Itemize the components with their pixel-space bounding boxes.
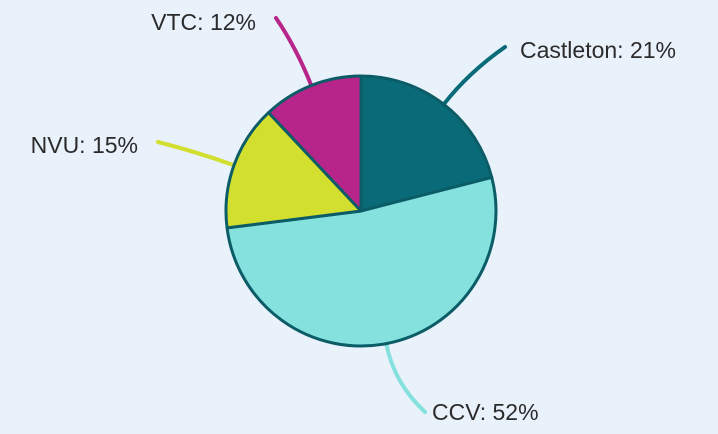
pie-slice <box>267 74 363 213</box>
data-label: CCV: 52% <box>432 399 539 425</box>
pie-slice <box>224 111 363 230</box>
pie-slice <box>359 74 494 213</box>
leader-line <box>384 341 427 414</box>
data-label: Castleton: 21% <box>520 37 676 63</box>
leader-lines <box>156 16 507 414</box>
data-label: NVU: 15% <box>31 132 138 158</box>
leader-line <box>156 140 236 168</box>
slices <box>224 74 498 348</box>
data-label: VTC: 12% <box>151 9 256 35</box>
leader-line <box>441 45 507 107</box>
leader-line <box>274 16 314 88</box>
